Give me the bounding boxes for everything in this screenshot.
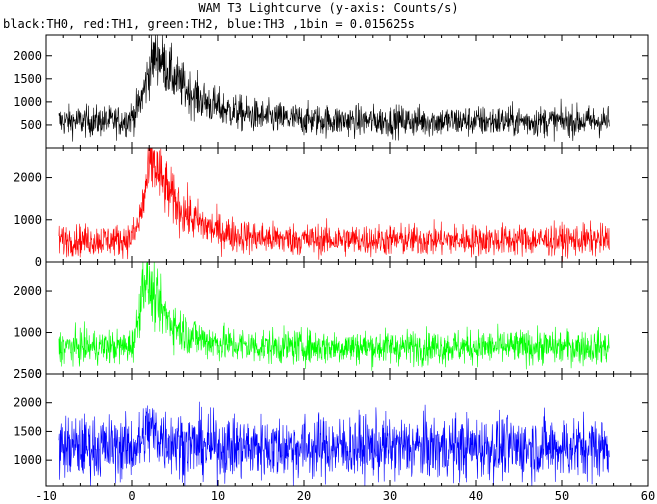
x-tick-label: 40 bbox=[469, 489, 483, 503]
chart-subtitle: black:TH0, red:TH1, green:TH2, blue:TH3 … bbox=[3, 17, 415, 31]
y-tick-label: 1500 bbox=[13, 72, 42, 86]
x-tick-label: 60 bbox=[641, 489, 655, 503]
x-tick-label: 50 bbox=[555, 489, 569, 503]
x-tick-label: 30 bbox=[383, 489, 397, 503]
y-tick-label: 2000 bbox=[13, 284, 42, 298]
y-tick-label: 2000 bbox=[13, 49, 42, 63]
y-tick-label: 1500 bbox=[13, 424, 42, 438]
y-tick-label: 2000 bbox=[13, 396, 42, 410]
x-tick-label: 0 bbox=[128, 489, 135, 503]
y-tick-label: 1000 bbox=[13, 453, 42, 467]
series-line-th2 bbox=[58, 261, 610, 371]
series-line-th1 bbox=[58, 147, 610, 263]
series-line-th0 bbox=[58, 34, 610, 142]
y-tick-label: 2000 bbox=[13, 171, 42, 185]
y-tick-label: 0 bbox=[35, 255, 42, 269]
x-tick-label: 20 bbox=[297, 489, 311, 503]
y-tick-label: 0 bbox=[35, 367, 42, 381]
panel-frame-th3 bbox=[45, 373, 649, 487]
y-tick-label: 1000 bbox=[13, 213, 42, 227]
series-line-th3 bbox=[58, 401, 610, 487]
y-tick-label: 500 bbox=[20, 118, 42, 132]
y-tick-label: 1000 bbox=[13, 326, 42, 340]
y-tick-label: 2500 bbox=[13, 367, 42, 381]
y-tick-label: 1000 bbox=[13, 95, 42, 109]
x-tick-label: -10 bbox=[35, 489, 57, 503]
chart-title: WAM T3 Lightcurve (y-axis: Counts/s) bbox=[198, 1, 459, 15]
x-tick-label: 10 bbox=[211, 489, 225, 503]
